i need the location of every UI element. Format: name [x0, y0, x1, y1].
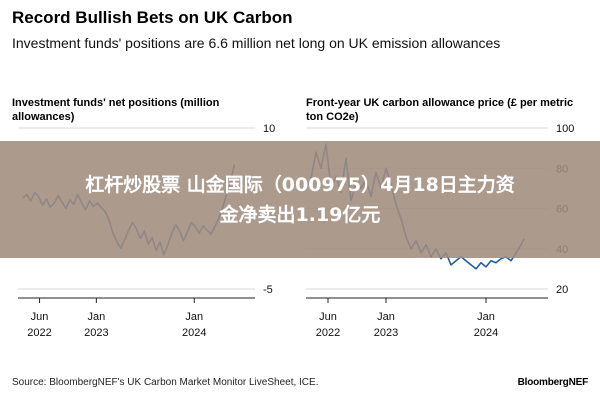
y-tick-label: 20 [556, 284, 568, 296]
x-tick-label: 2023 [84, 327, 108, 339]
y-tick-label: 100 [556, 123, 574, 135]
x-tick-label: Jan [377, 311, 395, 323]
x-tick-label: Jan [185, 311, 203, 323]
x-tick-label: 2022 [27, 327, 51, 339]
overlay-line-2: 金净卖出1.19亿元 [219, 203, 381, 226]
source-note: Source: BloombergNEF's UK Carbon Market … [12, 377, 319, 388]
x-tick-label: Jan [477, 311, 495, 323]
chart-title-main: Record Bullish Bets on UK Carbon [12, 8, 293, 27]
chart-subtitle: Investment funds' positions are 6.6 mill… [12, 35, 501, 51]
x-tick-label: Jan [87, 311, 105, 323]
news-overlay-banner: 杠杆炒股票 山金国际（000975）4月18日主力资 金净卖出1.19亿元 [0, 141, 600, 258]
x-tick-label: 2024 [474, 327, 498, 339]
x-tick-label: Jun [31, 311, 49, 323]
brand-logo: BloombergNEF [517, 377, 589, 388]
left-chart-title: Investment funds' net positions (million… [12, 97, 220, 123]
x-tick-label: 2023 [374, 327, 398, 339]
y-tick-label: -5 [263, 284, 273, 296]
right-chart-title: Front-year UK carbon allowance price (£ … [306, 97, 574, 123]
x-tick-label: Jun [319, 311, 337, 323]
x-tick-label: 2024 [182, 327, 206, 339]
overlay-line-1: 杠杆炒股票 山金国际（000975）4月18日主力资 [85, 173, 515, 196]
x-tick-label: 2022 [316, 327, 340, 339]
y-tick-label: 10 [263, 123, 275, 135]
